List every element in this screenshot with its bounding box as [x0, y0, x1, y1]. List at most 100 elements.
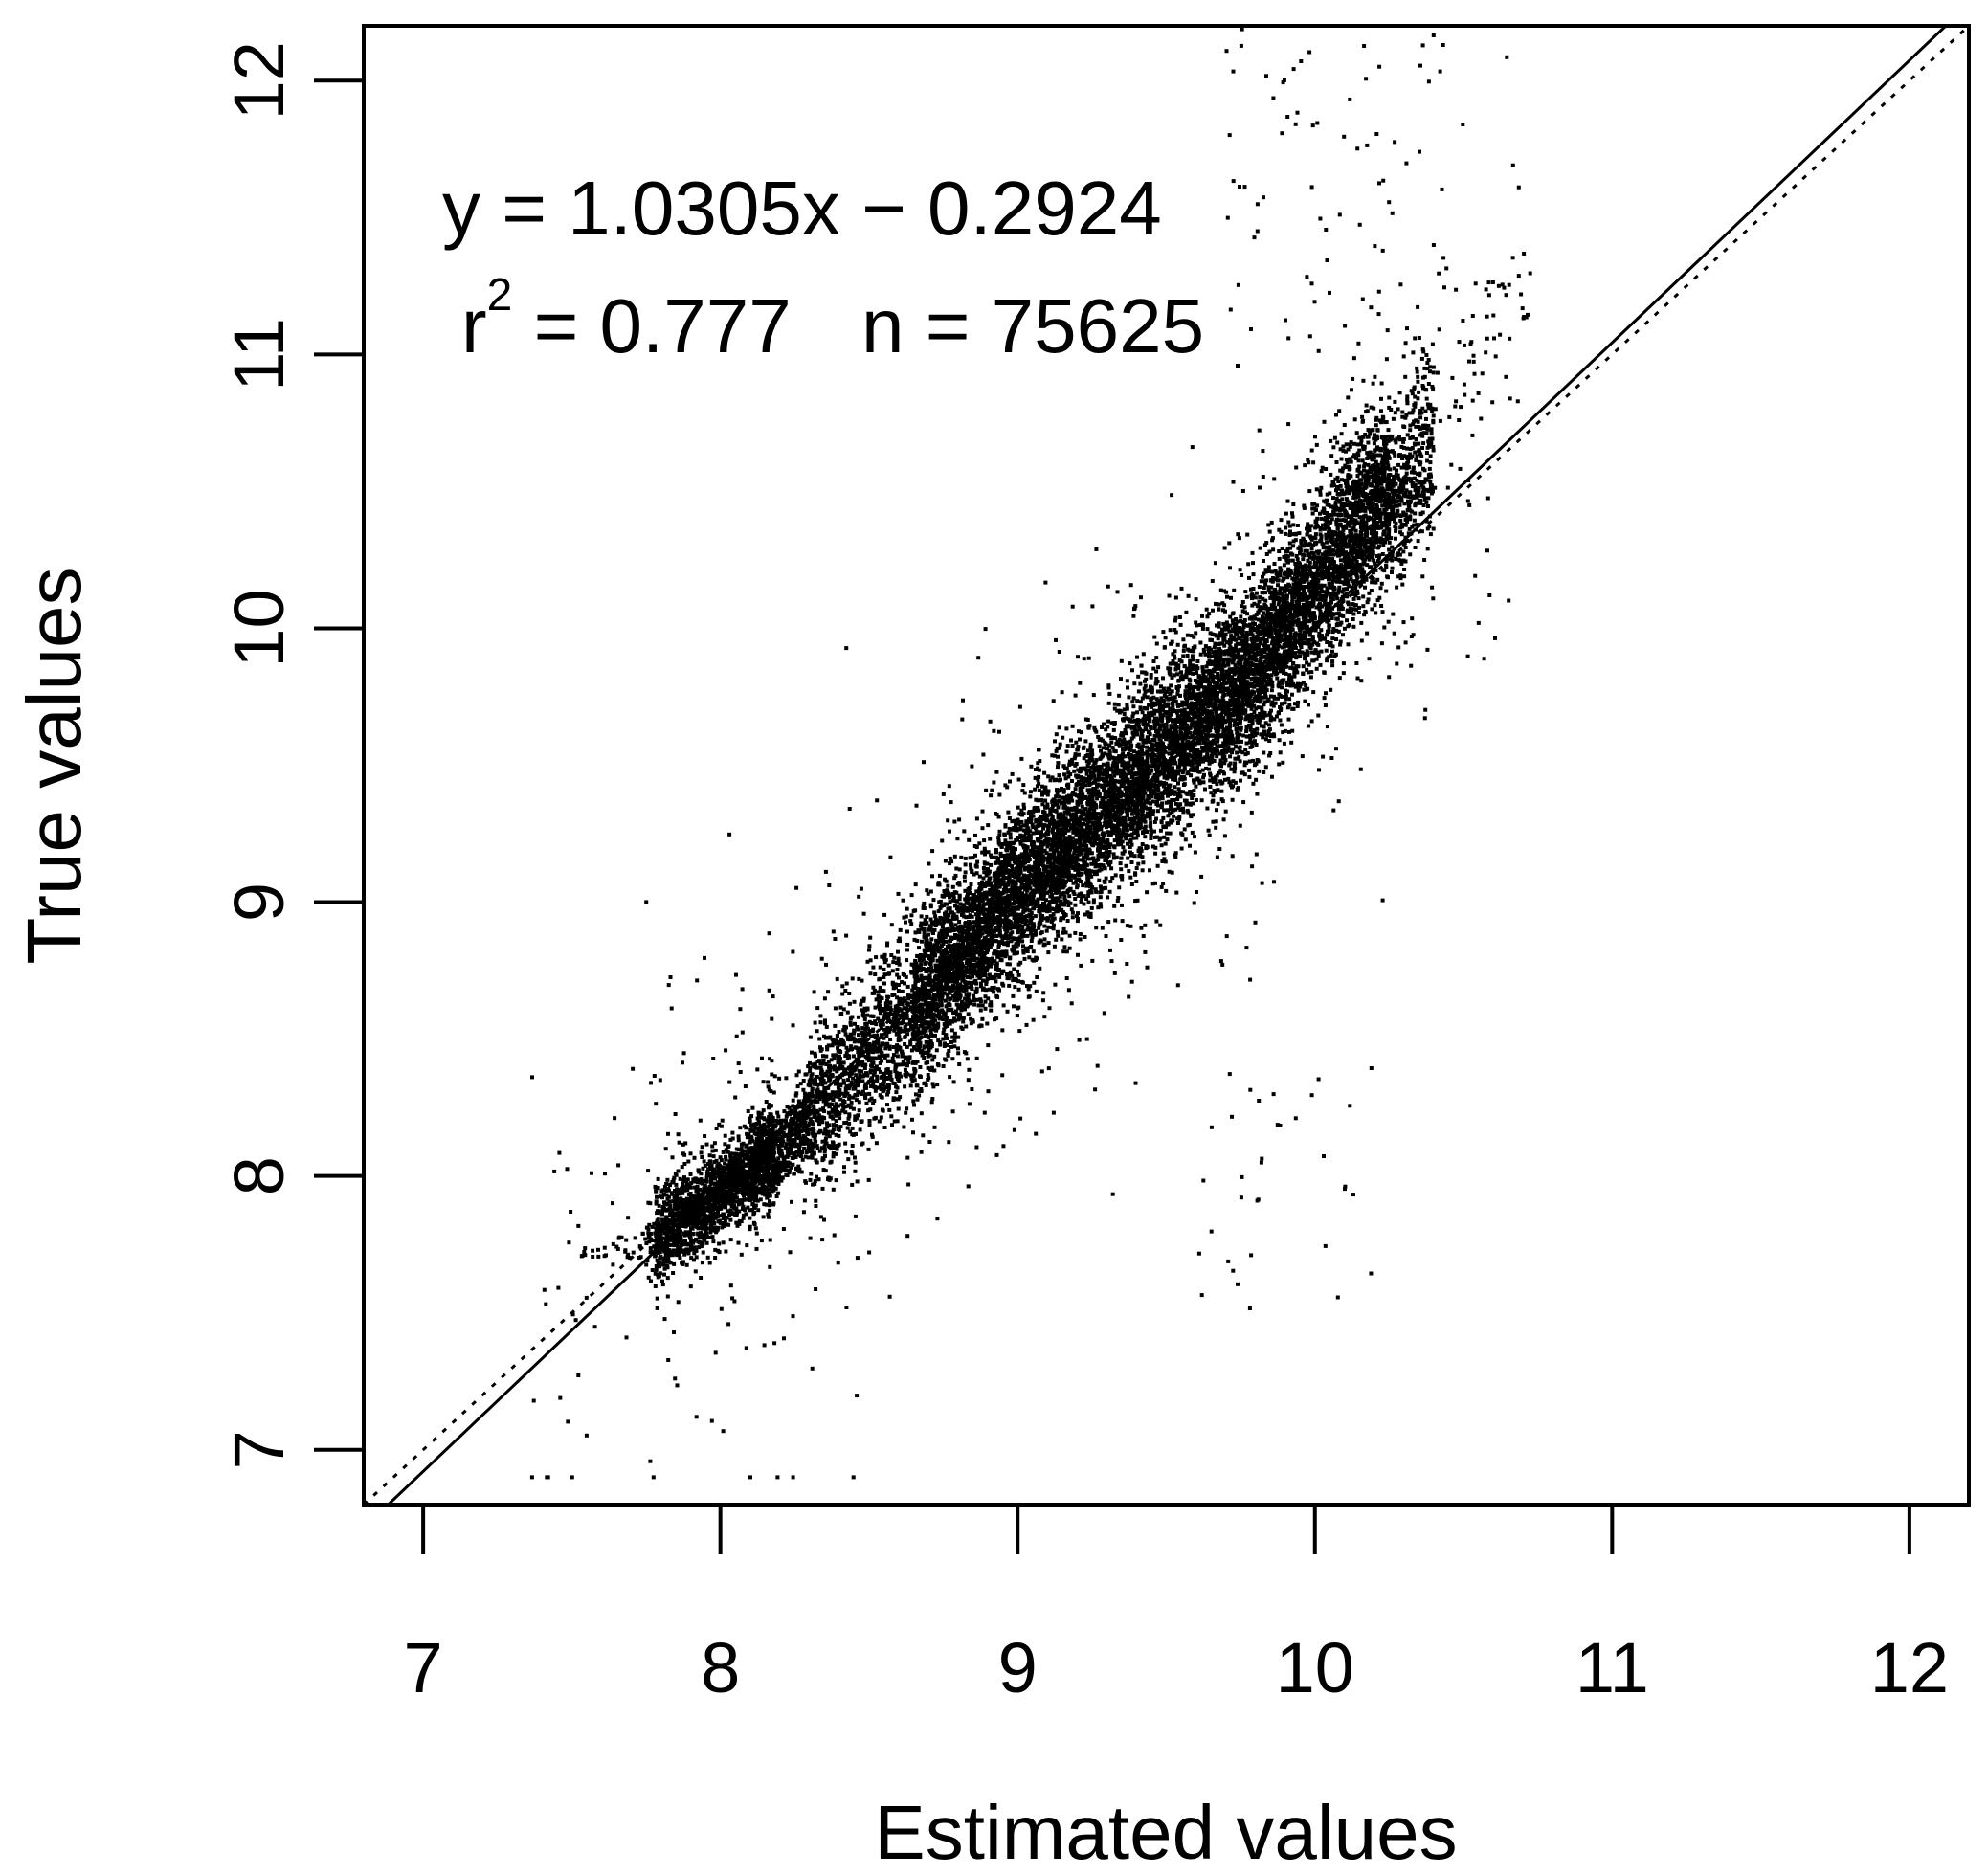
scatter-point: [967, 1067, 972, 1072]
scatter-point: [1357, 464, 1362, 469]
scatter-point: [1070, 744, 1075, 748]
scatter-point: [1214, 825, 1218, 830]
scatter-point: [947, 913, 950, 917]
scatter-point: [1510, 256, 1515, 260]
scatter-point: [906, 1060, 911, 1064]
scatter-point: [882, 1078, 886, 1083]
scatter-point: [1338, 546, 1343, 550]
scatter-point: [1020, 930, 1025, 934]
scatter-point: [1112, 804, 1117, 809]
scatter-point: [773, 1123, 778, 1127]
scatter-point: [793, 1155, 798, 1159]
scatter-point: [1201, 647, 1206, 652]
scatter-point: [754, 1122, 759, 1126]
scatter-point: [646, 1275, 651, 1280]
scatter-point: [820, 1083, 825, 1087]
scatter-point: [1331, 445, 1336, 450]
scatter-point: [1037, 940, 1041, 945]
scatter-point: [1382, 507, 1387, 512]
scatter-point: [1149, 833, 1153, 837]
scatter-point: [867, 1119, 872, 1123]
scatter-point: [1287, 729, 1291, 734]
scatter-point: [801, 1079, 806, 1083]
scatter-point: [1300, 754, 1305, 759]
scatter-point: [822, 1217, 826, 1222]
scatter-point: [1016, 916, 1021, 921]
scatter-point: [1137, 854, 1142, 859]
scatter-point: [1170, 802, 1173, 806]
scatter-point: [761, 1108, 766, 1113]
scatter-point: [828, 1160, 833, 1165]
scatter-point: [1080, 825, 1084, 830]
scatter-point: [791, 1314, 795, 1319]
scatter-point: [1291, 523, 1296, 527]
scatter-point: [1207, 654, 1211, 658]
scatter-point: [1237, 739, 1241, 744]
scatter-point: [937, 921, 942, 926]
scatter-point: [870, 1132, 874, 1137]
scatter-point: [1318, 637, 1323, 642]
scatter-point: [989, 853, 994, 858]
scatter-point: [1428, 369, 1432, 374]
scatter-point: [941, 1017, 946, 1022]
scatter-point: [696, 1180, 700, 1185]
scatter-point: [1153, 851, 1158, 856]
scatter-point: [1273, 605, 1277, 610]
scatter-point: [1175, 983, 1180, 988]
scatter-point: [1293, 562, 1298, 566]
scatter-point: [1214, 703, 1218, 706]
scatter-point: [1130, 767, 1135, 771]
scatter-point: [1160, 719, 1165, 724]
scatter-point: [871, 1101, 876, 1105]
scatter-point: [797, 1143, 802, 1148]
scatter-point: [1125, 703, 1129, 707]
scatter-point: [1336, 611, 1341, 615]
scatter-point: [1216, 788, 1220, 792]
scatter-point: [863, 1035, 868, 1039]
scatter-point: [1386, 452, 1391, 457]
scatter-point: [943, 998, 948, 1003]
scatter-point: [822, 1150, 827, 1154]
scatter-point: [823, 1018, 827, 1023]
scatter-point: [1423, 409, 1428, 413]
scatter-point: [1381, 543, 1386, 547]
scatter-point: [783, 1145, 788, 1150]
scatter-point: [709, 1163, 714, 1168]
scatter-point: [1319, 526, 1324, 530]
scatter-point: [1279, 723, 1284, 727]
scatter-point: [1329, 454, 1334, 458]
scatter-point: [889, 953, 894, 957]
scatter-point: [672, 1175, 677, 1180]
scatter-point: [647, 1222, 652, 1227]
scatter-point: [1014, 847, 1017, 852]
scatter-point: [880, 954, 884, 959]
scatter-point: [768, 1187, 772, 1192]
scatter-point: [734, 1220, 739, 1225]
scatter-point: [812, 1104, 816, 1108]
scatter-point: [1428, 402, 1433, 407]
scatter-point: [875, 1079, 880, 1083]
scatter-point: [762, 1202, 767, 1207]
scatter-point: [1307, 555, 1312, 560]
scatter-point: [1093, 887, 1098, 892]
scatter-point: [789, 1165, 793, 1170]
scatter-point: [1398, 483, 1403, 488]
scatter-point: [750, 1105, 755, 1110]
scatter-point: [1146, 714, 1150, 718]
scatter-point: [718, 1155, 723, 1160]
scatter-point: [1348, 444, 1352, 449]
scatter-point: [823, 1139, 828, 1143]
scatter-point: [1299, 541, 1304, 546]
scatter-point: [759, 1115, 764, 1120]
scatter-point: [1329, 616, 1334, 620]
scatter-point: [1351, 579, 1356, 584]
scatter-point: [1130, 668, 1134, 673]
scatter-point: [795, 1084, 800, 1089]
scatter-point: [965, 900, 970, 904]
scatter-point: [1307, 528, 1312, 533]
scatter-point: [818, 1215, 823, 1219]
scatter-point: [1155, 863, 1160, 868]
scatter-point: [1387, 516, 1392, 521]
scatter-point: [1192, 901, 1196, 905]
scatter-point: [1170, 689, 1174, 694]
